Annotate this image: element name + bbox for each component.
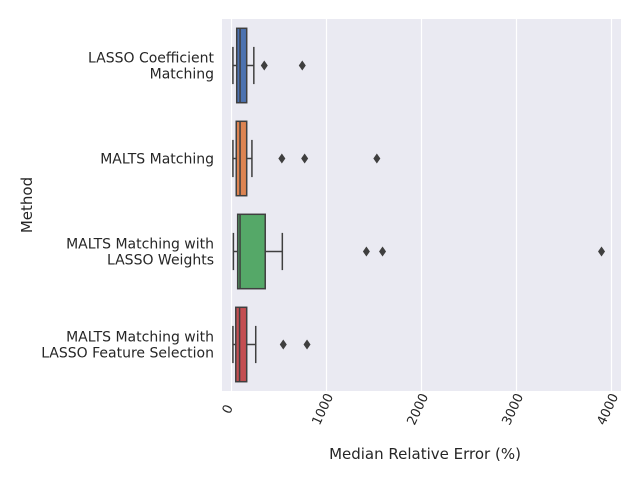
- outlier-point: [301, 153, 309, 164]
- boxes: [232, 27, 606, 383]
- category-label: MALTS Matching with LASSO Weights: [66, 237, 214, 269]
- category-label-line: MALTS Matching: [100, 152, 214, 168]
- x-tick-labels: 0 1000 2000 3000 4000: [220, 391, 622, 427]
- outlier-point: [362, 246, 370, 257]
- category-label: MALTS Matching: [100, 152, 214, 168]
- iqr-box: [235, 120, 248, 197]
- iqr-box: [235, 306, 248, 383]
- category-label-line: LASSO Weights: [107, 253, 214, 269]
- category-label-line: LASSO Coefficient: [88, 51, 215, 67]
- box-group-0: [232, 27, 306, 104]
- x-tick-label: 1000: [310, 391, 338, 427]
- category-label-line: MALTS Matching with: [66, 237, 214, 253]
- category-labels: LASSO Coefficient Matching MALTS Matching M…: [41, 51, 214, 362]
- category-label-line: LASSO Feature Selection: [41, 346, 214, 362]
- outlier-point: [303, 339, 311, 350]
- box-group-1: [232, 120, 381, 197]
- category-label-line: MALTS Matching with: [66, 330, 214, 346]
- x-tick-label: 0: [220, 403, 237, 417]
- x-tick-label: 2000: [405, 391, 433, 427]
- outlier-point: [598, 246, 606, 257]
- outlier-point: [373, 153, 381, 164]
- grid-lines: [230, 19, 613, 391]
- y-axis-label: Method: [18, 177, 36, 233]
- x-axis-label: Median Relative Error (%): [329, 445, 521, 463]
- category-label: MALTS Matching with LASSO Feature Selecti…: [41, 330, 214, 362]
- outlier-point: [298, 60, 306, 71]
- iqr-box: [236, 213, 266, 290]
- box-group-3: [232, 306, 311, 383]
- outlier-point: [379, 246, 387, 257]
- box-group-2: [232, 213, 606, 290]
- x-tick-label: 3000: [500, 391, 528, 427]
- outlier-point: [260, 60, 268, 71]
- category-label: LASSO Coefficient Matching: [88, 51, 215, 83]
- iqr-box: [235, 27, 248, 104]
- outlier-point: [278, 153, 286, 164]
- x-tick-label: 4000: [595, 391, 623, 427]
- outlier-point: [279, 339, 287, 350]
- category-label-line: Matching: [150, 67, 214, 83]
